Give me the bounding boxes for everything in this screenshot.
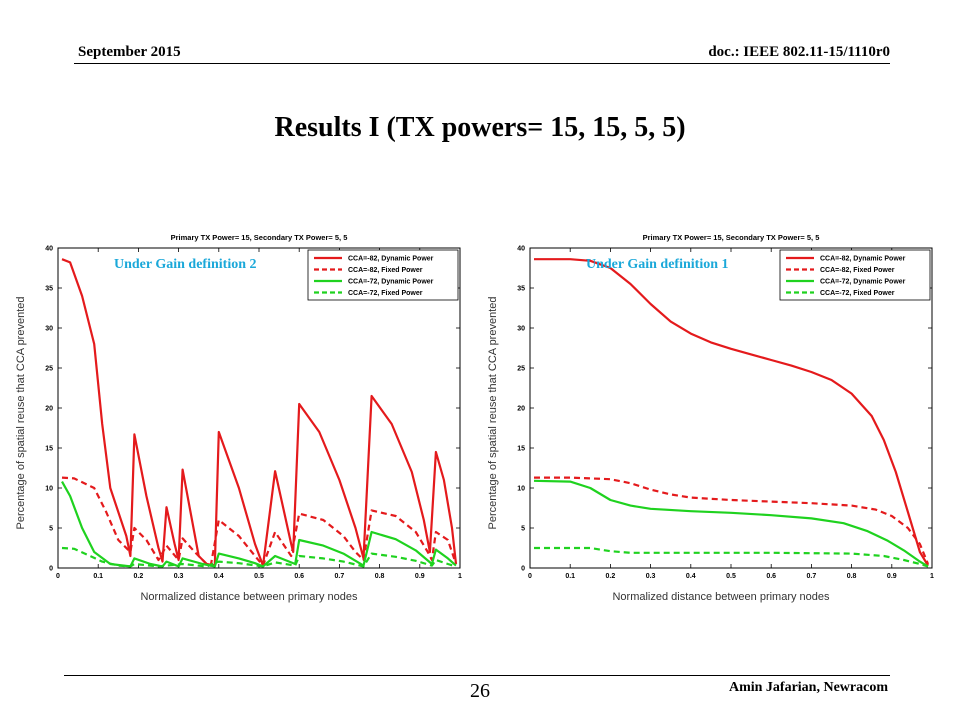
gain-definition-annotation: Under Gain definition 2 — [114, 257, 257, 272]
chart-title: Primary TX Power= 15, Secondary TX Power… — [643, 233, 820, 242]
y-tick-label: 35 — [45, 286, 53, 293]
slide-title: Results I (TX powers= 15, 15, 5, 5) — [274, 112, 686, 143]
x-tick-label: 0.7 — [335, 573, 345, 580]
gain-definition-annotation: Under Gain definition 1 — [586, 257, 729, 272]
series-line-3 — [61, 546, 457, 568]
x-tick-label: 0.8 — [847, 573, 857, 580]
y-axis-label: Percentage of spatial reuse that CCA pre… — [15, 297, 27, 530]
y-tick-label: 0 — [521, 566, 525, 573]
x-tick-label: 1 — [930, 573, 934, 580]
x-tick-label: 0.9 — [415, 573, 425, 580]
y-tick-label: 5 — [521, 526, 525, 533]
legend-entry-1: CCA=-82, Fixed Power — [820, 267, 895, 274]
x-tick-label: 0 — [56, 573, 60, 580]
series-line-1 — [61, 476, 458, 567]
y-tick-label: 25 — [45, 366, 53, 373]
y-tick-label: 0 — [49, 566, 53, 573]
x-tick-label: 1 — [458, 573, 462, 580]
y-tick-label: 40 — [517, 246, 525, 253]
legend-entry-3: CCA=-72, Fixed Power — [348, 290, 423, 297]
chart-title: Primary TX Power= 15, Secondary TX Power… — [171, 233, 348, 242]
legend-entry-2: CCA=-72, Dynamic Power — [820, 279, 906, 286]
y-tick-label: 20 — [45, 406, 53, 413]
x-tick-label: 0.2 — [606, 573, 616, 580]
x-tick-label: 0.6 — [294, 573, 304, 580]
x-axis-label: Normalized distance between primary node… — [140, 591, 358, 603]
x-tick-label: 0.7 — [807, 573, 817, 580]
chart-gain-definition-2: Primary TX Power= 15, Secondary TX Power… — [15, 233, 462, 603]
y-tick-label: 30 — [517, 326, 525, 333]
x-tick-label: 0.6 — [766, 573, 776, 580]
x-tick-label: 0.4 — [686, 573, 696, 580]
y-tick-label: 20 — [517, 406, 525, 413]
x-tick-label: 0.8 — [375, 573, 385, 580]
series-line-0 — [61, 258, 458, 567]
x-tick-label: 0.5 — [254, 573, 264, 580]
legend-entry-2: CCA=-72, Dynamic Power — [348, 279, 434, 286]
series-line-2 — [533, 479, 929, 568]
y-tick-label: 35 — [517, 286, 525, 293]
chart-gain-definition-1: Primary TX Power= 15, Secondary TX Power… — [487, 233, 934, 603]
x-tick-label: 0.3 — [174, 573, 184, 580]
series-line-1 — [534, 476, 930, 565]
legend-entry-3: CCA=-72, Fixed Power — [820, 290, 895, 297]
y-tick-label: 15 — [45, 446, 53, 453]
y-tick-label: 25 — [517, 366, 525, 373]
footer-divider — [64, 675, 890, 676]
x-tick-label: 0.3 — [646, 573, 656, 580]
legend-entry-0: CCA=-82, Dynamic Power — [820, 256, 906, 263]
page-number: 26 — [470, 680, 490, 702]
y-tick-label: 10 — [45, 486, 53, 493]
y-axis-label: Percentage of spatial reuse that CCA pre… — [487, 297, 499, 530]
x-tick-label: 0.1 — [565, 573, 575, 580]
y-tick-label: 15 — [517, 446, 525, 453]
footer-author: Amin Jafarian, Newracom — [728, 680, 888, 695]
header-divider — [74, 63, 890, 64]
legend-entry-0: CCA=-82, Dynamic Power — [348, 256, 434, 263]
x-tick-label: 0.5 — [726, 573, 736, 580]
x-tick-label: 0 — [528, 573, 532, 580]
series-line-3 — [534, 546, 929, 568]
y-tick-label: 5 — [49, 526, 53, 533]
x-axis-label: Normalized distance between primary node… — [612, 591, 830, 603]
header-doc-id: doc.: IEEE 802.11-15/1110r0 — [708, 44, 890, 60]
x-tick-label: 0.4 — [214, 573, 224, 580]
x-tick-label: 0.9 — [887, 573, 897, 580]
legend-entry-1: CCA=-82, Fixed Power — [348, 267, 423, 274]
x-tick-label: 0.1 — [93, 573, 103, 580]
y-tick-label: 40 — [45, 246, 53, 253]
series-line-0 — [534, 258, 929, 567]
header-date: September 2015 — [78, 44, 181, 60]
y-tick-label: 10 — [517, 486, 525, 493]
y-tick-label: 30 — [45, 326, 53, 333]
x-tick-label: 0.2 — [134, 573, 144, 580]
